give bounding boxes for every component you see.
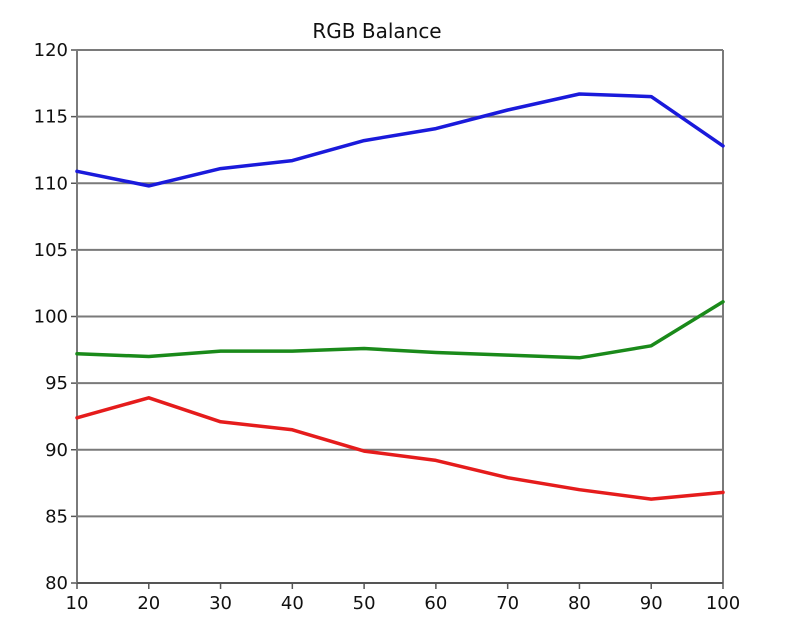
y-tick-label: 105 bbox=[34, 240, 68, 261]
series-layer bbox=[75, 92, 725, 501]
x-tick-labels: 10 20 30 40 50 60 70 80 90 100 bbox=[66, 593, 741, 614]
y-tick-label: 115 bbox=[34, 107, 68, 128]
y-tick-label: 110 bbox=[34, 173, 68, 194]
x-tick-label: 20 bbox=[137, 593, 160, 614]
y-tick-label: 80 bbox=[45, 573, 68, 594]
x-tick-label: 80 bbox=[568, 593, 591, 614]
x-tick-label: 10 bbox=[66, 593, 89, 614]
y-tick-label: 95 bbox=[45, 373, 68, 394]
y-tick-label: 100 bbox=[34, 307, 68, 328]
y-tick-label: 90 bbox=[45, 440, 68, 461]
x-tick-label: 40 bbox=[281, 593, 304, 614]
y-tick-labels: 80 85 90 95 100 105 110 115 120 bbox=[34, 40, 68, 594]
green-series-line bbox=[75, 300, 725, 360]
blue-series-line bbox=[75, 92, 725, 188]
x-tick-label: 90 bbox=[640, 593, 663, 614]
x-tick-label: 100 bbox=[706, 593, 740, 614]
x-tick-label: 50 bbox=[353, 593, 376, 614]
chart-title: RGB Balance bbox=[312, 19, 441, 43]
x-tick-label: 70 bbox=[496, 593, 519, 614]
y-tick-label: 120 bbox=[34, 40, 68, 61]
x-tick-label: 30 bbox=[209, 593, 232, 614]
axis-layer bbox=[71, 49, 724, 589]
x-tick-label: 60 bbox=[424, 593, 447, 614]
y-tick-label: 85 bbox=[45, 506, 68, 527]
grid-layer bbox=[77, 49, 723, 518]
red-series-line bbox=[75, 396, 725, 501]
